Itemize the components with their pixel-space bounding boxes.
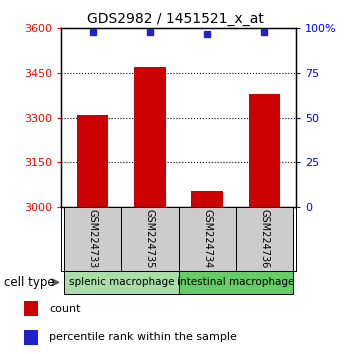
Bar	[248, 94, 280, 207]
Text: cell type: cell type	[4, 276, 54, 289]
Bar	[178, 271, 293, 294]
Bar	[77, 115, 108, 207]
Text: percentile rank within the sample: percentile rank within the sample	[49, 332, 237, 342]
Bar	[134, 67, 166, 207]
Text: GSM224736: GSM224736	[259, 209, 269, 269]
Text: count: count	[49, 304, 81, 314]
Bar	[24, 301, 38, 316]
Bar	[236, 207, 293, 271]
Bar	[24, 330, 38, 345]
Bar	[191, 191, 223, 207]
Bar	[121, 207, 178, 271]
Bar	[64, 207, 121, 271]
Text: splenic macrophage: splenic macrophage	[69, 277, 174, 287]
Text: GDS2982 / 1451521_x_at: GDS2982 / 1451521_x_at	[86, 12, 264, 27]
Text: GSM224734: GSM224734	[202, 209, 212, 269]
Text: GSM224735: GSM224735	[145, 209, 155, 269]
Text: GSM224733: GSM224733	[88, 209, 98, 269]
Text: intestinal macrophage: intestinal macrophage	[177, 277, 294, 287]
Bar	[178, 207, 236, 271]
Bar	[64, 271, 178, 294]
